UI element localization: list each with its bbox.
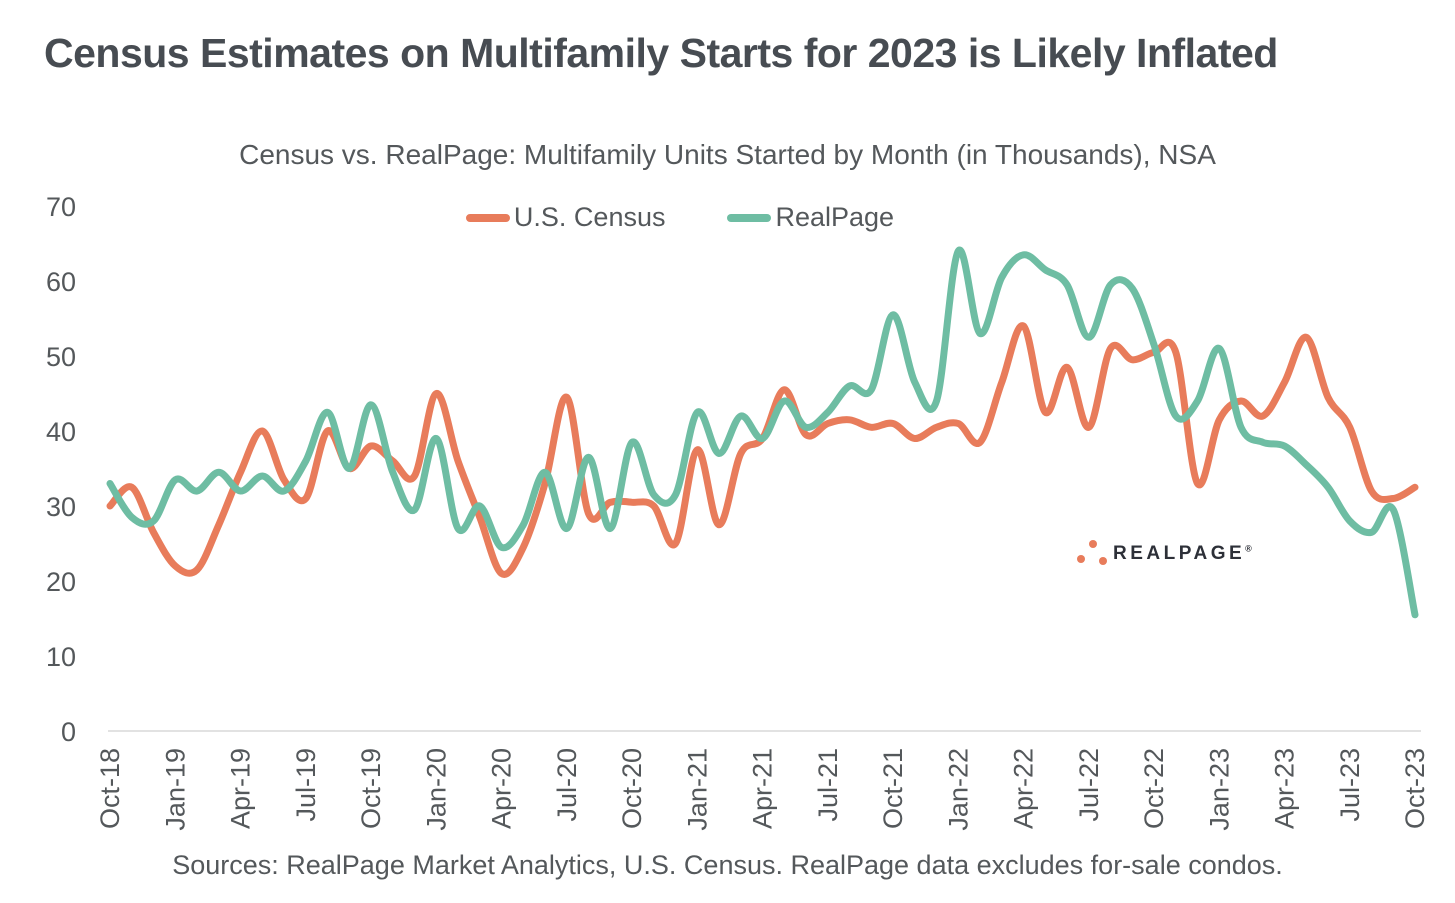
x-axis-tick-label: Jul-21 [813,748,843,822]
x-axis-tick-label: Apr-19 [226,748,256,829]
x-axis-tick-label: Oct-20 [617,748,647,829]
logo-trademark: ® [1245,543,1252,554]
realpage-line-swatch [727,213,772,222]
logo-dot-icon [1089,540,1097,548]
x-axis-tick-label: Oct-23 [1400,748,1430,829]
x-axis-tick-label: Oct-18 [95,748,125,829]
legend-label-realpage: RealPage [775,202,895,232]
source-note: Sources: RealPage Market Analytics, U.S.… [172,850,1283,880]
y-axis-tick-label: 10 [46,642,76,672]
realpage-logo: REALPAGE® [1076,536,1266,570]
census-line-swatch [465,213,510,222]
chart-subtitle: Census vs. RealPage: Multifamily Units S… [239,139,1216,170]
x-axis-tick-label: Jul-22 [1074,748,1104,822]
x-axis-tick-label: Jan-19 [160,748,190,831]
realpage-line [106,246,1419,619]
y-axis-tick-label: 70 [46,192,76,222]
x-axis-tick-label: Jul-19 [291,748,321,822]
x-axis-tick-label: Apr-20 [487,748,517,829]
x-axis-tick-label: Apr-23 [1270,748,1300,829]
y-axis-tick-label: 60 [46,267,76,297]
legend-label-census: U.S. Census [513,202,666,232]
logo-text: REALPAGE® [1113,543,1252,564]
legend-item-realpage: RealPage [727,202,894,233]
x-axis-tick-label: Jan-23 [1204,748,1234,831]
x-axis-tick-label: Apr-22 [1009,748,1039,829]
legend-item-census: U.S. Census [465,202,666,233]
y-axis-tick-label: 0 [61,717,76,747]
x-axis-tick-label: Oct-19 [356,748,386,829]
y-axis-tick-label: 30 [46,492,76,522]
x-axis-tick-label: Jul-20 [552,748,582,822]
x-axis-tick-label: Jul-23 [1335,748,1365,822]
x-axis-tick-label: Oct-22 [1139,748,1169,829]
y-axis-tick-label: 40 [46,417,76,447]
page-title: Census Estimates on Multifamily Starts f… [44,30,1278,76]
x-axis-tick-label: Apr-21 [748,748,778,829]
x-axis-tick-label: Jan-21 [682,748,712,831]
y-axis-tick-label: 50 [46,342,76,372]
y-axis-tick-label: 20 [46,567,76,597]
chart-legend: U.S. Census RealPage [0,202,1360,233]
x-axis-tick-label: Oct-21 [878,748,908,829]
logo-dot-icon [1099,557,1107,565]
logo-dot-icon [1077,555,1085,563]
x-axis-tick-label: Jan-20 [421,748,451,831]
x-axis-tick-label: Jan-22 [943,748,973,831]
